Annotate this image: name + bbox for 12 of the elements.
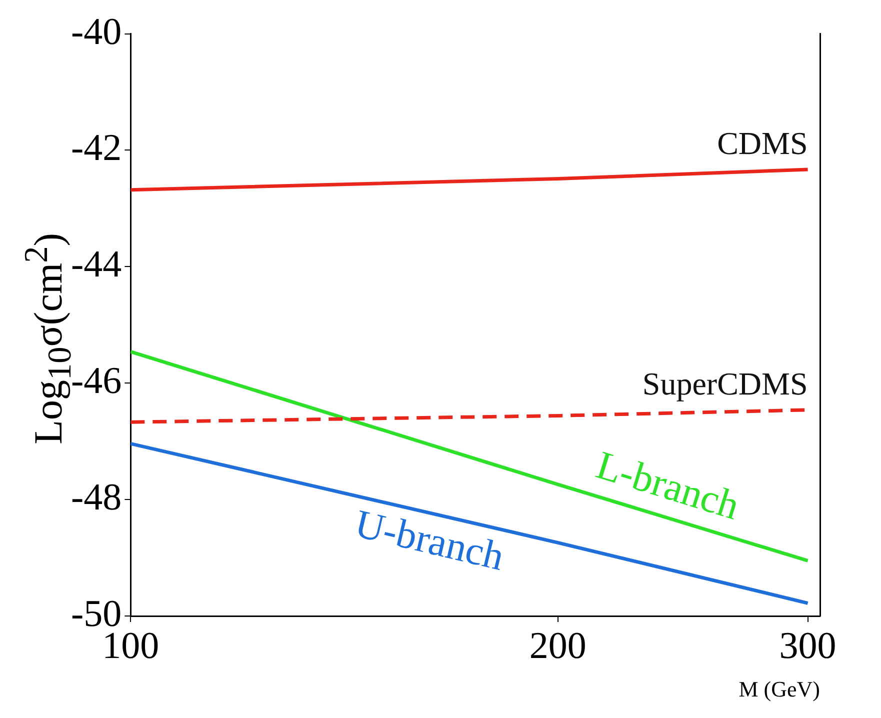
y-tick-label: -44 (71, 244, 122, 286)
y-tick-label: -48 (71, 476, 122, 519)
text: U-branch (350, 500, 508, 580)
series-label: CDMS (717, 124, 808, 161)
y-tick-label: -40 (71, 10, 122, 53)
x-tick-label: 200 (529, 624, 586, 667)
x-tick-label: 300 (779, 624, 836, 667)
series-label: SuperCDMS (642, 365, 808, 402)
text: L-branch (591, 442, 745, 528)
y-tick-label: -46 (71, 360, 122, 402)
y-tick-label: -42 (71, 127, 122, 170)
x-axis-title: M (GeV) (738, 676, 820, 702)
